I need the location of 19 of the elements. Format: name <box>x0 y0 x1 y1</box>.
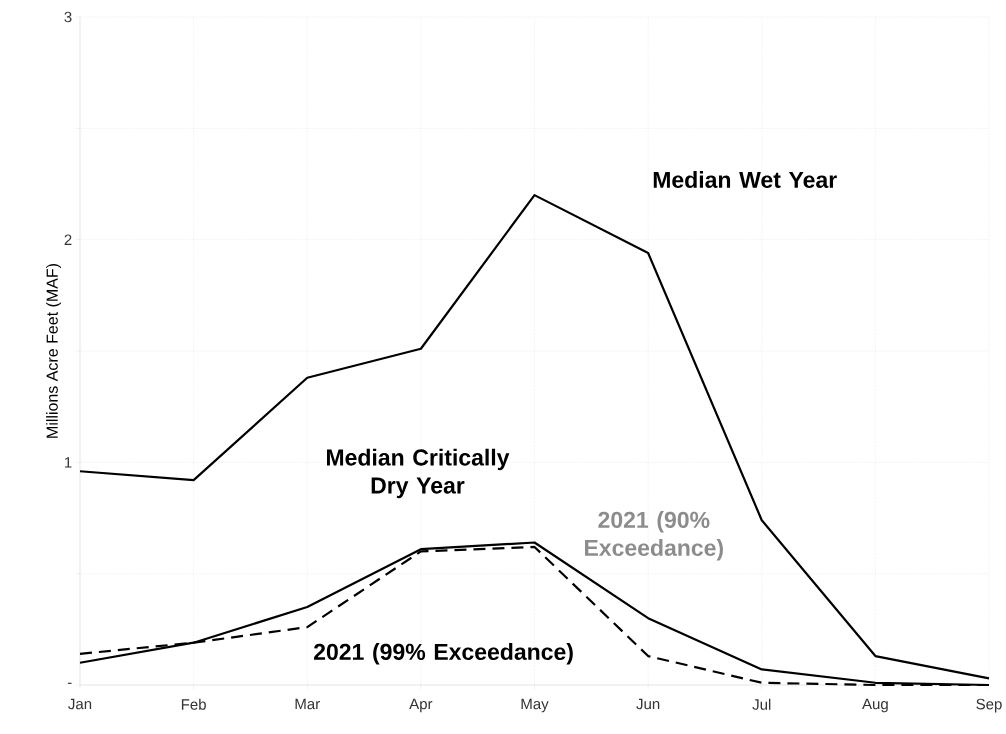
x-tick-label: Jul <box>752 698 771 710</box>
annotation: Median Wet Year <box>653 171 837 188</box>
x-tick-label: Feb <box>181 698 206 710</box>
x-tick-label: Apr <box>409 698 433 713</box>
y-tick-label: 2 <box>64 234 72 245</box>
y-tick-label: 3 <box>64 11 72 23</box>
annotation: Median Critically Dry Year <box>326 448 510 499</box>
x-tick-label: May <box>521 698 549 713</box>
x-tick-label: Jun <box>636 698 660 710</box>
x-tick-label: Jan <box>68 698 92 710</box>
x-tick-label: Mar <box>295 698 320 710</box>
y-axis-title: Millions Acre Feet (MAF) <box>46 264 61 438</box>
y-tick-label: - <box>67 682 72 684</box>
x-tick-label: Aug <box>862 698 888 713</box>
annotation: 2021 (90% Exceedance) <box>585 511 723 561</box>
annotation: 2021 (99% Exceedance) <box>313 643 573 665</box>
y-tick-label: 1 <box>65 457 72 468</box>
x-tick-label: Sep <box>976 698 1002 713</box>
line-series <box>78 194 991 680</box>
